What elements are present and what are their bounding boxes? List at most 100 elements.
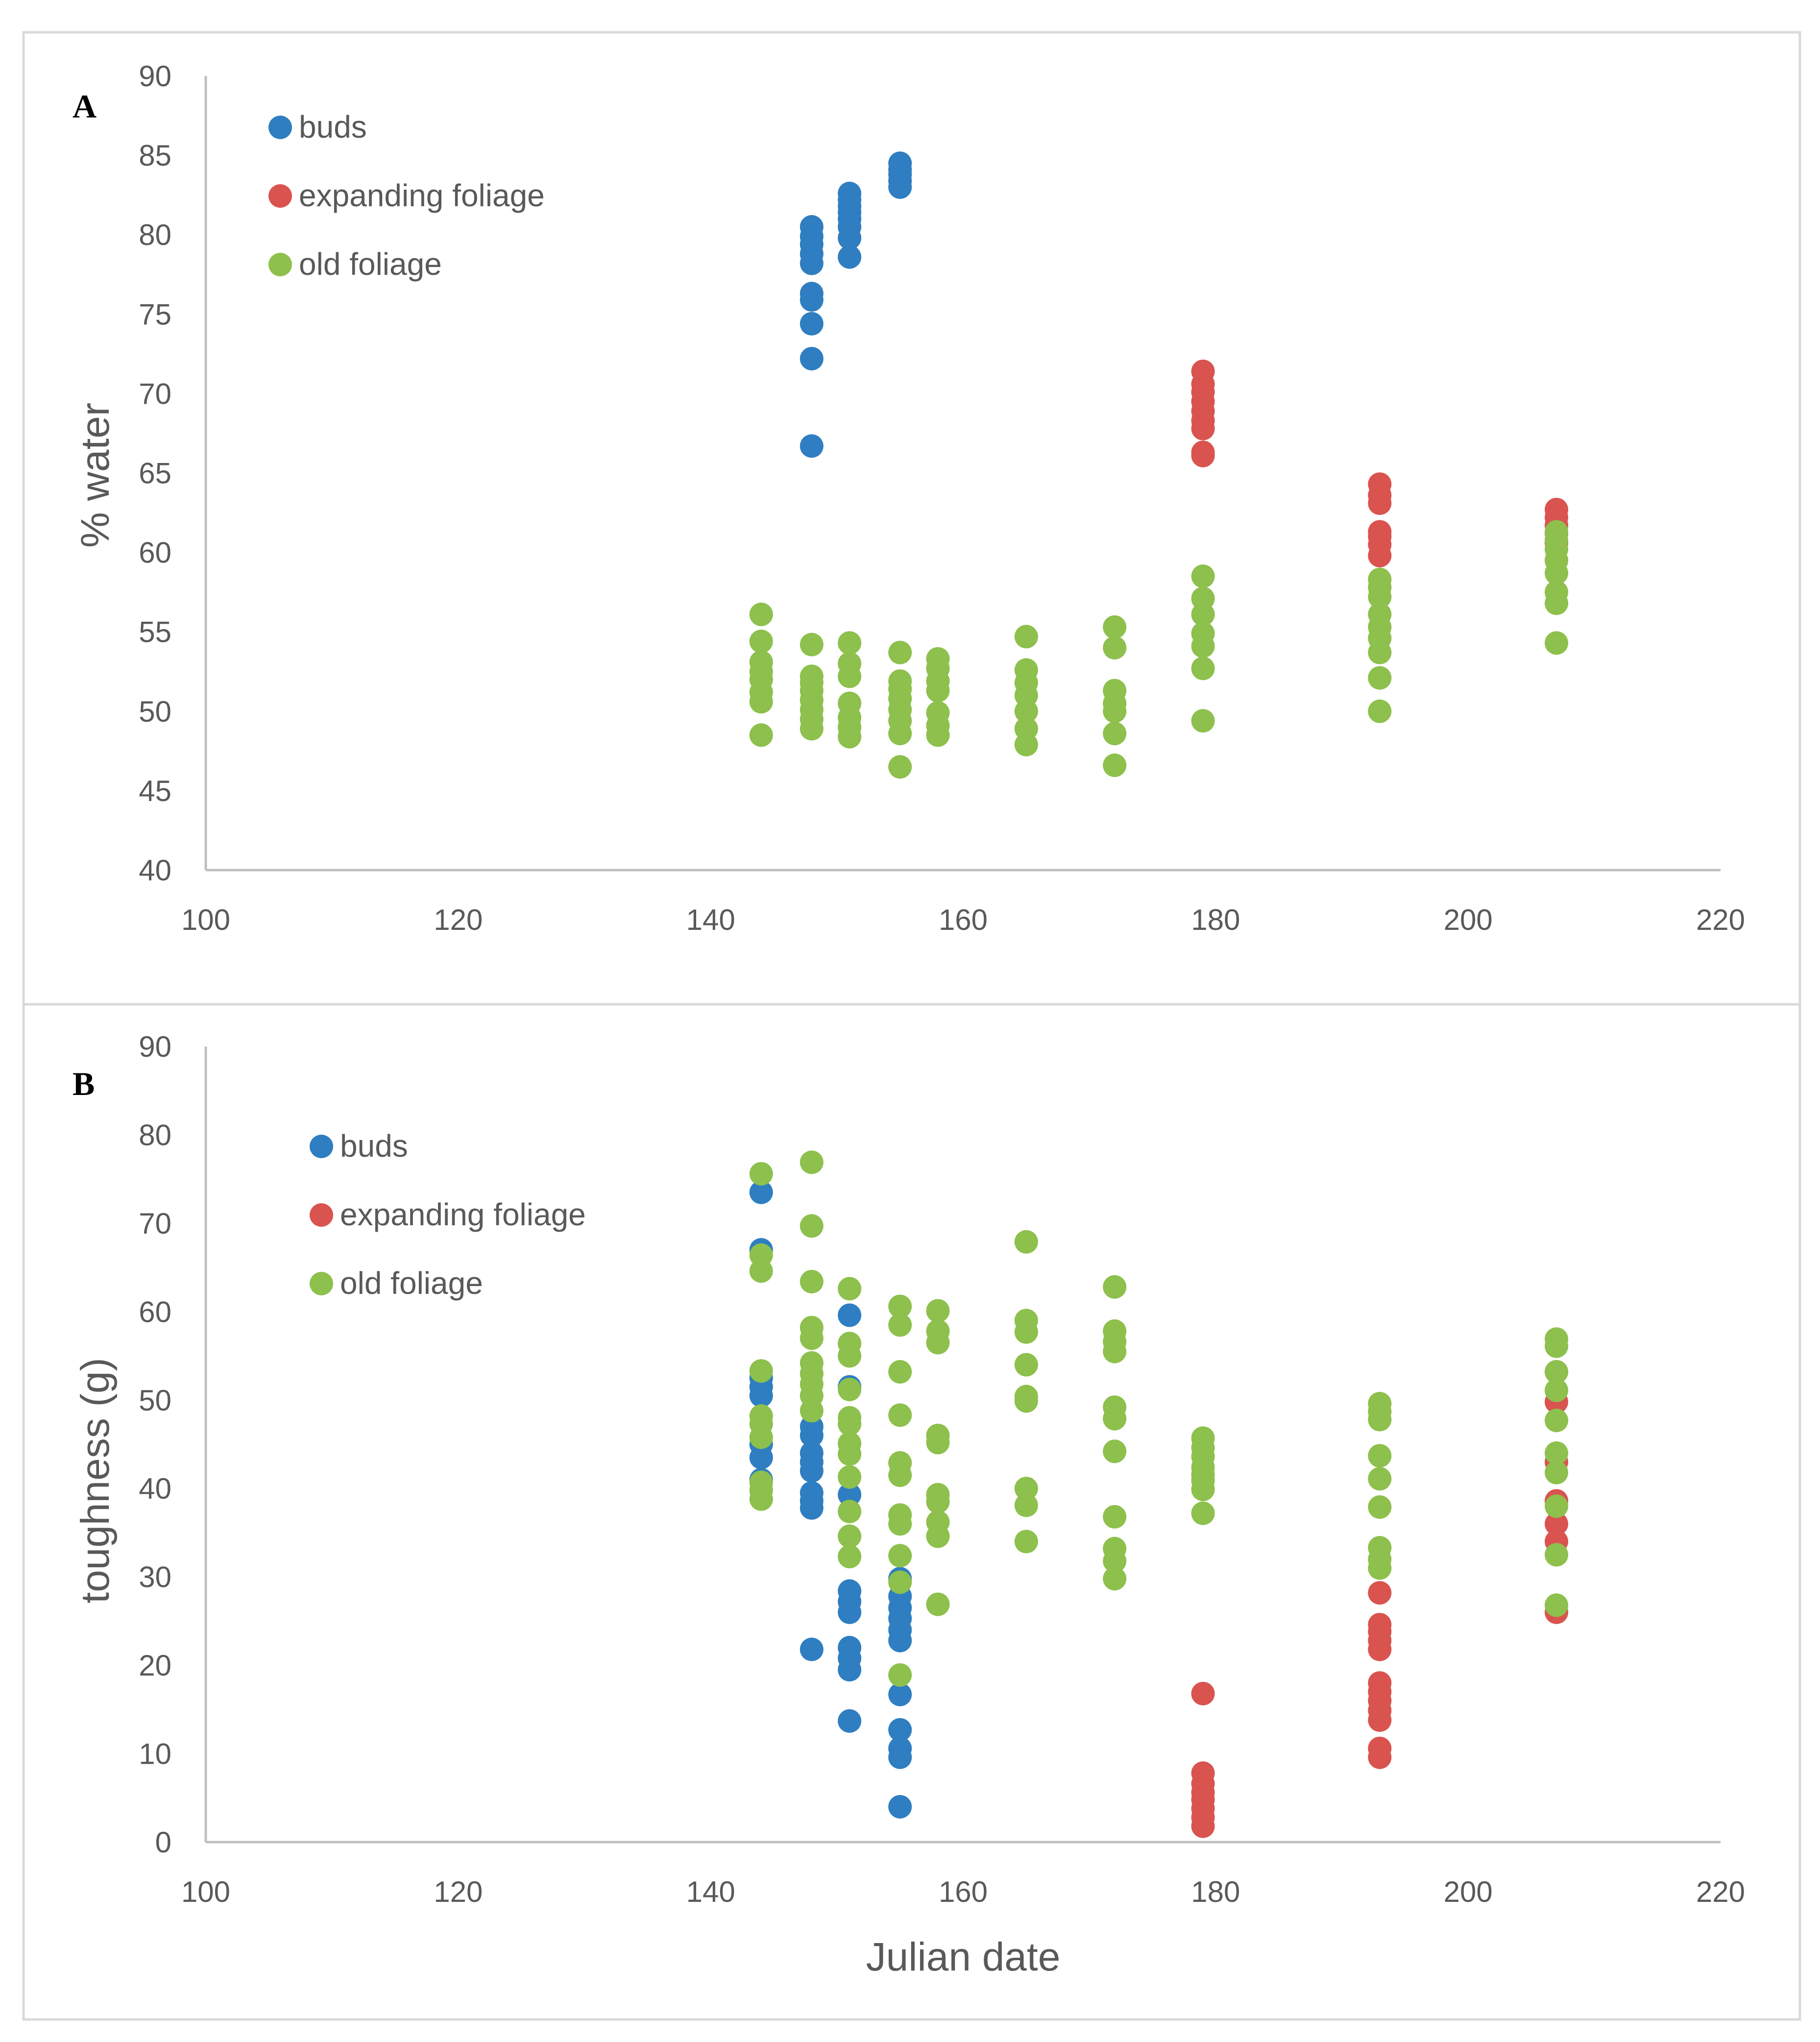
panel-b-y-ticks: 0 10 20 30 40 50 60 70 80 90 xyxy=(139,1030,171,1859)
point-old-foliage xyxy=(888,1403,912,1427)
point-old-foliage xyxy=(888,669,912,693)
point-old-foliage xyxy=(1103,1439,1127,1463)
legend-swatch-expanding-foliage xyxy=(268,184,292,208)
point-buds xyxy=(800,312,824,336)
y-tick-label: 45 xyxy=(139,775,171,807)
point-buds xyxy=(800,215,824,239)
point-old-foliage xyxy=(838,1465,862,1489)
y-tick-label: 55 xyxy=(139,616,171,649)
x-tick-label: 180 xyxy=(1191,1875,1240,1908)
y-tick-label: 60 xyxy=(139,1295,171,1328)
point-old-foliage xyxy=(888,1570,912,1594)
point-old-foliage xyxy=(888,1503,912,1527)
y-tick-label: 10 xyxy=(139,1738,171,1771)
legend-swatch-buds xyxy=(310,1135,333,1158)
point-expanding-foliage xyxy=(1368,1613,1392,1637)
x-tick-label: 120 xyxy=(434,903,483,936)
point-old-foliage xyxy=(1545,1378,1569,1402)
x-tick-label: 140 xyxy=(686,1875,735,1908)
x-tick-label: 220 xyxy=(1696,903,1745,936)
point-buds xyxy=(838,1303,862,1327)
legend-swatch-old-foliage xyxy=(310,1272,333,1295)
point-old-foliage xyxy=(1103,1319,1127,1343)
point-old-foliage xyxy=(1103,1395,1127,1419)
point-old-foliage xyxy=(1014,1230,1038,1254)
y-tick-label: 65 xyxy=(139,457,171,490)
point-old-foliage xyxy=(800,1351,824,1375)
point-old-foliage xyxy=(1014,717,1038,741)
point-expanding-foliage xyxy=(1545,498,1569,522)
point-old-foliage xyxy=(1103,1567,1127,1591)
point-old-foliage xyxy=(1545,631,1569,655)
point-old-foliage xyxy=(1103,636,1127,660)
point-old-foliage xyxy=(838,652,862,676)
legend-label-expanding-foliage: expanding foliage xyxy=(340,1197,586,1232)
point-old-foliage xyxy=(926,1319,950,1343)
point-buds xyxy=(888,1718,912,1742)
point-old-foliage xyxy=(1368,1467,1392,1491)
point-expanding-foliage xyxy=(1545,1512,1569,1536)
point-old-foliage xyxy=(749,1162,773,1186)
panel-b-x-ticks: 100 120 140 160 180 200 220 xyxy=(181,1875,1745,1908)
y-tick-label: 80 xyxy=(139,1118,171,1151)
point-old-foliage xyxy=(749,723,773,747)
point-old-foliage xyxy=(888,1544,912,1568)
point-old-foliage xyxy=(926,1592,950,1616)
point-old-foliage xyxy=(926,1423,950,1447)
point-buds xyxy=(800,282,824,306)
point-old-foliage xyxy=(1545,1360,1569,1384)
point-old-foliage xyxy=(1191,1501,1215,1525)
point-expanding-foliage xyxy=(1191,1681,1215,1705)
y-tick-label: 50 xyxy=(139,1384,171,1417)
x-tick-label: 200 xyxy=(1444,1875,1493,1908)
point-buds xyxy=(838,1483,862,1507)
point-old-foliage xyxy=(1191,1426,1215,1450)
point-old-foliage xyxy=(800,1269,824,1293)
y-tick-label: 90 xyxy=(139,60,171,93)
point-old-foliage xyxy=(926,647,950,671)
point-old-foliage xyxy=(1014,658,1038,682)
point-old-foliage xyxy=(838,691,862,715)
point-old-foliage xyxy=(1191,656,1215,681)
point-old-foliage xyxy=(800,632,824,656)
panel-a-y-axis-title: % water xyxy=(73,403,118,548)
y-tick-label: 20 xyxy=(139,1649,171,1682)
point-old-foliage xyxy=(838,1500,862,1524)
point-buds xyxy=(888,1795,912,1819)
point-old-foliage xyxy=(1103,722,1127,746)
point-old-foliage xyxy=(1545,1327,1569,1351)
point-old-foliage xyxy=(1191,586,1215,610)
point-old-foliage xyxy=(1545,1460,1569,1484)
point-old-foliage xyxy=(749,1359,773,1383)
point-old-foliage xyxy=(1191,621,1215,645)
point-old-foliage xyxy=(1368,567,1392,591)
point-old-foliage xyxy=(1545,1494,1569,1518)
point-old-foliage xyxy=(838,1277,862,1301)
point-old-foliage xyxy=(1191,709,1215,733)
point-old-foliage xyxy=(1368,666,1392,690)
point-buds xyxy=(888,1682,912,1706)
point-old-foliage xyxy=(1014,1530,1038,1554)
point-old-foliage xyxy=(1545,1543,1569,1567)
point-old-foliage xyxy=(749,1470,773,1494)
point-old-foliage xyxy=(800,664,824,688)
panel-b-legend: buds expanding foliage old foliage xyxy=(310,1128,586,1301)
legend-label-expanding-foliage: expanding foliage xyxy=(299,178,545,213)
x-tick-label: 160 xyxy=(939,903,988,936)
legend-swatch-expanding-foliage xyxy=(310,1203,333,1227)
point-old-foliage xyxy=(1103,679,1127,703)
point-old-foliage xyxy=(1014,1385,1038,1409)
point-old-foliage xyxy=(926,701,950,725)
point-old-foliage xyxy=(749,1404,773,1428)
point-old-foliage xyxy=(1014,1309,1038,1333)
y-tick-label: 70 xyxy=(139,377,171,410)
panel-a-x-ticks: 100 120 140 160 180 200 220 xyxy=(181,903,1745,936)
point-old-foliage xyxy=(1103,615,1127,639)
point-old-foliage xyxy=(888,1663,912,1687)
point-old-foliage xyxy=(888,1294,912,1318)
point-old-foliage xyxy=(888,1360,912,1384)
point-old-foliage xyxy=(1545,1593,1569,1617)
point-expanding-foliage xyxy=(1368,520,1392,544)
